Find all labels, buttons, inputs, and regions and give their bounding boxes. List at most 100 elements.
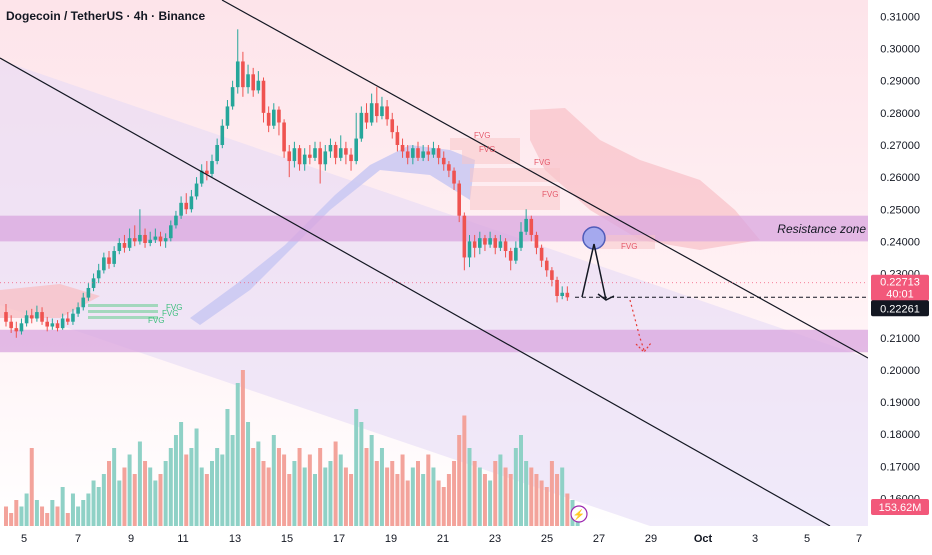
candle — [91, 278, 96, 288]
y-tick-label: 0.26000 — [880, 172, 920, 184]
candles — [4, 29, 570, 338]
candle — [302, 154, 307, 165]
candle — [102, 257, 106, 271]
candle — [338, 148, 343, 158]
fvg-label: FVG — [166, 303, 182, 312]
candle — [400, 144, 405, 152]
volume-bar — [374, 461, 379, 526]
candle — [333, 144, 338, 158]
candle — [503, 241, 508, 252]
candle — [436, 148, 441, 158]
volume-bar — [519, 435, 523, 526]
candle — [544, 260, 549, 271]
volume-bar — [112, 448, 117, 526]
lightning-glyph: ⚡ — [573, 508, 585, 521]
volume-bar — [462, 415, 467, 526]
candle — [241, 61, 245, 88]
x-tick-label: 21 — [437, 533, 449, 545]
candle — [493, 238, 498, 248]
volume-bar — [302, 467, 307, 526]
volume-bar — [323, 467, 328, 526]
volume-bar — [96, 487, 101, 526]
candle — [405, 151, 410, 158]
candle — [205, 170, 209, 174]
candle — [112, 251, 116, 264]
candle — [385, 106, 389, 120]
candle — [266, 112, 271, 126]
volume-bar — [359, 422, 364, 526]
x-tick-label: 7 — [856, 533, 862, 545]
candle — [380, 106, 384, 117]
resistance-zone-band — [0, 215, 868, 242]
volume-bar — [333, 441, 338, 526]
volume-bar — [431, 467, 436, 526]
fvg-green-box — [88, 310, 158, 313]
volume-bar — [539, 480, 544, 526]
volume-bar — [441, 487, 446, 526]
x-tick-label: 5 — [21, 533, 27, 545]
volume-bar — [50, 500, 55, 526]
candle — [416, 148, 420, 158]
volume-bar — [4, 506, 8, 526]
candle — [184, 202, 189, 210]
x-tick-label: 25 — [541, 533, 553, 545]
candle — [225, 106, 230, 126]
volume-bar — [266, 467, 271, 526]
volume-bar — [173, 435, 178, 526]
price-tag-box — [871, 274, 929, 301]
candle — [148, 239, 152, 243]
volume-bar — [45, 513, 50, 526]
candle — [86, 287, 91, 298]
candle — [431, 148, 436, 155]
candle — [143, 234, 147, 243]
candle — [35, 312, 39, 319]
volume-bar — [81, 500, 86, 526]
volume-bar — [493, 461, 498, 526]
candle — [235, 61, 240, 88]
volume-bar — [436, 480, 441, 526]
candle — [251, 74, 255, 91]
volume-bar — [297, 448, 302, 526]
volume-bar — [76, 506, 81, 526]
volume-bar — [158, 474, 163, 526]
candle — [364, 112, 369, 123]
candle — [478, 238, 482, 248]
volume-bar — [508, 474, 513, 526]
candle — [220, 125, 225, 145]
candle — [292, 148, 297, 162]
y-tick-label: 0.24000 — [880, 236, 920, 248]
volume-bar — [251, 448, 256, 526]
candle — [426, 151, 431, 155]
volume-bar — [14, 500, 19, 526]
volume-bar — [343, 467, 348, 526]
candle — [539, 247, 544, 261]
candle — [297, 148, 302, 165]
x-tick-label: 23 — [489, 533, 501, 545]
candle — [534, 234, 539, 248]
candle — [29, 315, 34, 319]
volume-bar — [261, 461, 266, 526]
candle — [215, 144, 219, 162]
volume-bar — [426, 454, 431, 526]
volume-bar — [65, 513, 70, 526]
candle — [194, 183, 199, 197]
volume-bar — [29, 448, 34, 526]
volume-bar — [101, 474, 106, 526]
volume-bar — [210, 461, 214, 526]
y-tick-label: 0.28000 — [880, 108, 920, 120]
candle — [277, 109, 281, 123]
candle — [40, 312, 44, 322]
price-tag-value: 0.22713 — [880, 277, 920, 289]
candle — [472, 241, 477, 248]
x-tick-label: 7 — [75, 533, 81, 545]
fvg-box — [462, 150, 520, 164]
volume-bar — [282, 454, 287, 526]
volume-bar — [276, 448, 281, 526]
y-tick-label: 0.20000 — [880, 365, 920, 377]
candle — [421, 151, 425, 158]
fvg-label: FVG — [148, 316, 164, 325]
volume-bar — [313, 474, 317, 526]
volume-bar — [364, 448, 369, 526]
